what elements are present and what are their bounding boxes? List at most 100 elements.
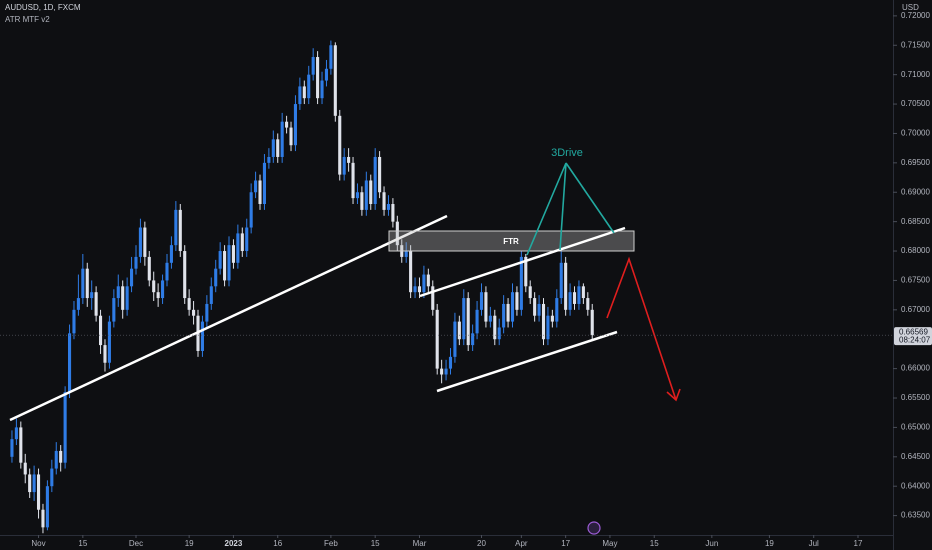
candle-body	[205, 303, 209, 322]
x-tick-label: 15	[78, 539, 87, 548]
candle-body	[94, 292, 98, 316]
candle-body	[311, 57, 315, 75]
candle-body	[59, 450, 63, 463]
candle-body	[564, 262, 568, 310]
candle-body	[395, 221, 399, 246]
candle-body	[121, 286, 125, 310]
candle-body	[254, 180, 258, 193]
x-tick-label: Mar	[413, 539, 427, 548]
y-tick-label: 0.72000	[901, 11, 930, 20]
x-tick-label: 15	[650, 539, 659, 548]
candle-body	[112, 298, 116, 322]
candle-body	[431, 286, 435, 310]
candle-body	[76, 298, 80, 310]
y-tick-label: 0.66000	[901, 364, 930, 373]
x-tick-label: 15	[371, 539, 380, 548]
pattern-label: 3Drive	[551, 147, 583, 159]
candle-body	[417, 286, 422, 293]
x-tick-label: Jul	[809, 539, 819, 548]
candle-body	[298, 86, 302, 105]
indicator-name: ATR MTF v2	[5, 15, 50, 24]
candle-body	[488, 315, 492, 322]
channel-lower	[436, 330, 618, 393]
candle-body	[280, 121, 284, 157]
y-tick-label: 0.63500	[901, 511, 930, 520]
candle-body	[67, 333, 72, 393]
candle-body	[19, 427, 23, 463]
candle-body	[502, 303, 506, 328]
candle-body	[453, 321, 457, 357]
y-tick-label: 0.71000	[901, 70, 930, 79]
candle-body	[32, 474, 36, 493]
candle-body	[378, 156, 382, 193]
candle-body	[413, 286, 417, 293]
y-tick-label: 0.69000	[901, 187, 930, 196]
candle-body	[355, 192, 360, 199]
candle-body	[285, 121, 289, 128]
channel-upper	[419, 226, 626, 298]
candle-body	[289, 127, 293, 146]
x-tick-label: Dec	[129, 539, 143, 548]
y-tick-label: 0.70500	[901, 99, 930, 108]
x-tick-label: Nov	[31, 539, 45, 548]
event-icon[interactable]	[587, 521, 601, 535]
x-tick-label: 16	[273, 539, 282, 548]
candle-body	[85, 268, 89, 299]
y-tick-label: 0.68000	[901, 246, 930, 255]
candle-body	[586, 298, 590, 310]
candle-body	[262, 162, 266, 205]
candle-body	[63, 392, 67, 463]
candle-body	[138, 227, 142, 257]
candle-body	[550, 315, 554, 322]
countdown: 08:24:07	[899, 335, 931, 344]
candle-body	[178, 209, 182, 252]
trendline	[9, 214, 448, 422]
candle-body	[72, 309, 76, 334]
candle-body	[152, 280, 156, 293]
candle-body	[147, 256, 151, 281]
candle-body	[471, 333, 475, 346]
candle-body	[10, 439, 14, 457]
candle-body	[258, 180, 262, 205]
candle-body	[214, 268, 218, 287]
candle-body	[81, 268, 85, 299]
candle-body	[351, 162, 355, 199]
symbol-title: AUDUSD, 1D, FXCM	[5, 3, 81, 12]
candle-body	[479, 292, 484, 310]
x-tick-label: 17	[561, 539, 570, 548]
candle-body	[391, 204, 395, 222]
candle-body	[249, 192, 253, 228]
candle-body	[36, 474, 41, 510]
candle-body	[143, 227, 147, 257]
candle-body	[338, 115, 342, 175]
candle-body	[555, 298, 559, 322]
candles	[10, 40, 594, 534]
candle-body	[130, 268, 134, 287]
x-tick-label: Apr	[515, 539, 528, 548]
y-tick-label: 0.71500	[901, 40, 930, 49]
x-tick-label: 2023	[225, 539, 243, 548]
y-tick-label: 0.64000	[901, 481, 930, 490]
candle-body	[364, 180, 368, 210]
candle-body	[245, 227, 249, 252]
candle-body	[457, 321, 461, 340]
candle-body	[466, 298, 470, 346]
zone-label: FTR	[503, 237, 519, 246]
drawings: FTR 3Drive	[9, 147, 681, 535]
candle-body	[23, 462, 27, 475]
candle-body	[462, 298, 466, 340]
x-tick-label: 17	[854, 539, 863, 548]
candle-body	[28, 474, 32, 493]
candle-body	[533, 298, 537, 316]
candle-body	[373, 156, 377, 205]
x-tick-label: 19	[185, 539, 194, 548]
candle-body	[107, 321, 111, 363]
candle-body	[54, 450, 58, 469]
candle-body	[267, 156, 271, 163]
candle-body	[537, 303, 541, 316]
candle-body	[409, 251, 413, 293]
y-tick-label: 0.65000	[901, 423, 930, 432]
candle-body	[320, 80, 324, 99]
currency-label: USD	[902, 3, 919, 12]
